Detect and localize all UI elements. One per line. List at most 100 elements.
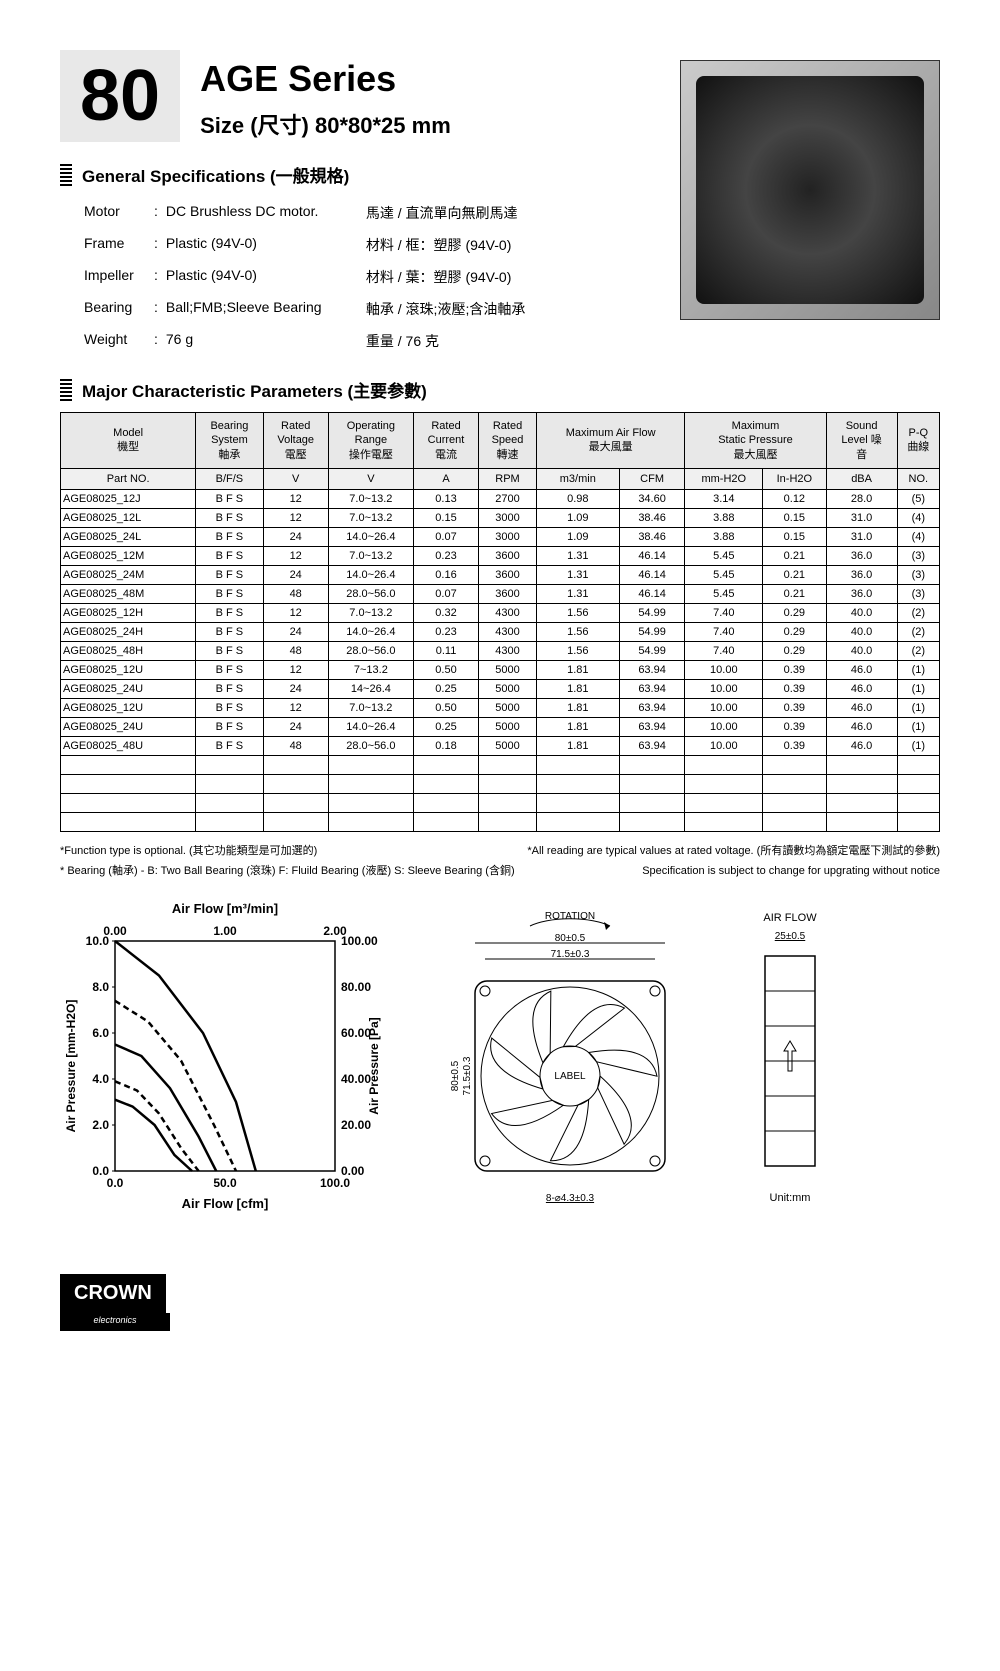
table-cell: AGE08025_48H [61,641,196,660]
table-row: AGE08025_48MB F S4828.0~56.00.0736001.31… [61,584,940,603]
sub-header: Part NO. [61,468,196,489]
table-cell: B F S [196,489,263,508]
table-cell: 28.0~56.0 [328,584,413,603]
table-cell: 48 [263,641,328,660]
table-cell: 46.14 [619,565,685,584]
table-cell: AGE08025_12J [61,489,196,508]
table-cell: B F S [196,508,263,527]
svg-text:50.0: 50.0 [213,1176,237,1190]
sub-header: CFM [619,468,685,489]
spec-cn: 重量 / 76 克 [362,325,670,357]
table-cell: 0.07 [413,527,478,546]
svg-text:1.00: 1.00 [213,924,237,938]
brand-sub: electronics [60,1313,170,1331]
major-heading: Major Characteristic Parameters (主要参數) [60,377,940,402]
table-cell: 3.14 [685,489,763,508]
spec-label: Motor [80,197,150,229]
table-cell: (3) [897,546,939,565]
parameters-table: Model機型BearingSystem軸承RatedVoltage電壓Oper… [60,412,940,832]
table-cell: 31.0 [826,508,897,527]
spec-value: Plastic (94V-0) [162,261,362,293]
svg-text:6.0: 6.0 [92,1026,109,1040]
sub-header: B/F/S [196,468,263,489]
svg-text:Unit:mm: Unit:mm [770,1192,811,1204]
svg-text:25±0.5: 25±0.5 [775,931,806,942]
table-cell: (2) [897,641,939,660]
table-cell: B F S [196,736,263,755]
spec-row: Weight:76 g重量 / 76 克 [80,325,670,357]
table-cell: 0.32 [413,603,478,622]
table-cell: 4300 [479,603,537,622]
table-cell: 10.00 [685,679,763,698]
empty-row [61,774,940,793]
table-cell: 0.50 [413,660,478,679]
table-cell: 0.25 [413,717,478,736]
sub-header: V [263,468,328,489]
table-cell: 24 [263,565,328,584]
table-cell: 14.0~26.4 [328,527,413,546]
table-row: AGE08025_24LB F S2414.0~26.40.0730001.09… [61,527,940,546]
table-cell: 40.0 [826,603,897,622]
table-cell: 0.39 [763,717,826,736]
header-row: 80 AGE Series Size (尺寸) 80*80*25 mm [60,50,650,142]
table-cell: (1) [897,717,939,736]
table-row: AGE08025_24MB F S2414.0~26.40.1636001.31… [61,565,940,584]
table-cell: 38.46 [619,527,685,546]
col-header: SoundLevel 噪音 [826,413,897,469]
sub-header: In-H2O [763,468,826,489]
table-row: AGE08025_12JB F S127.0~13.20.1327000.983… [61,489,940,508]
brand-logo: CROWN [60,1274,166,1313]
table-cell: 7.0~13.2 [328,603,413,622]
table-cell: 5.45 [685,565,763,584]
logo-block: CROWN electronics [60,1274,940,1331]
table-cell: 24 [263,679,328,698]
footnote-1a: *Function type is optional. (其它功能類型是可加選的… [60,842,317,862]
top-section: 80 AGE Series Size (尺寸) 80*80*25 mm Gene… [60,50,940,357]
table-cell: 1.31 [536,565,619,584]
table-cell: 1.81 [536,717,619,736]
table-cell: 28.0 [826,489,897,508]
table-cell: 48 [263,736,328,755]
svg-text:0.0: 0.0 [107,1176,124,1190]
stripe-icon [60,379,72,401]
spec-row: Impeller:Plastic (94V-0)材料 / 葉：塑膠 (94V-0… [80,261,670,293]
spec-value: Ball;FMB;Sleeve Bearing [162,293,362,325]
spec-value: 76 g [162,325,362,357]
table-cell: 7.40 [685,603,763,622]
col-header: Model機型 [61,413,196,469]
svg-text:Air Pressure [Pa]: Air Pressure [Pa] [367,1018,381,1115]
table-cell: 34.60 [619,489,685,508]
table-cell: AGE08025_48U [61,736,196,755]
footnote-2a: * Bearing (軸承) - B: Two Ball Bearing (滾珠… [60,862,515,882]
table-cell: 5.45 [685,584,763,603]
table-cell: 0.39 [763,679,826,698]
spec-value: DC Brushless DC motor. [162,197,362,229]
table-cell: 1.56 [536,622,619,641]
spec-label: Impeller [80,261,150,293]
table-cell: 10.00 [685,698,763,717]
table-cell: 1.31 [536,584,619,603]
stripe-icon [60,164,72,186]
table-cell: 54.99 [619,603,685,622]
table-cell: 1.31 [536,546,619,565]
col-header: RatedVoltage電壓 [263,413,328,469]
table-cell: 63.94 [619,736,685,755]
table-cell: AGE08025_24H [61,622,196,641]
table-cell: 54.99 [619,622,685,641]
svg-text:ROTATION: ROTATION [545,911,595,922]
spec-row: Frame:Plastic (94V-0)材料 / 框：塑膠 (94V-0) [80,229,670,261]
svg-text:8.0: 8.0 [92,980,109,994]
svg-text:2.00: 2.00 [323,924,347,938]
table-cell: 3600 [479,565,537,584]
table-cell: (1) [897,736,939,755]
spec-label: Bearing [80,293,150,325]
table-cell: 0.21 [763,565,826,584]
svg-text:71.5±0.3: 71.5±0.3 [551,949,590,960]
sub-header: m3/min [536,468,619,489]
col-header: RatedCurrent電流 [413,413,478,469]
table-cell: (5) [897,489,939,508]
table-cell: 46.0 [826,736,897,755]
sub-header: A [413,468,478,489]
table-cell: B F S [196,527,263,546]
table-cell: B F S [196,565,263,584]
